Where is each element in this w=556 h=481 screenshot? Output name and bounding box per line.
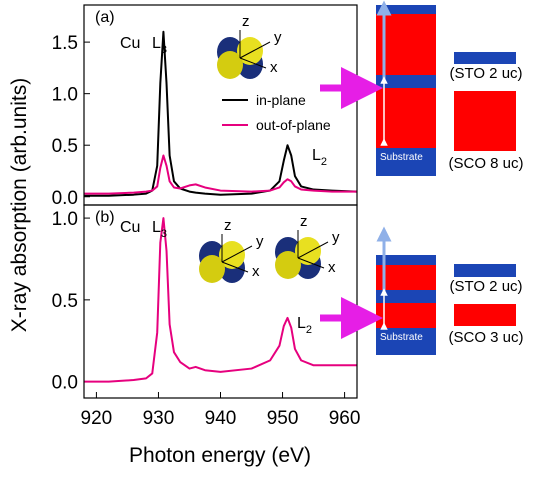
x-tick-label: 940 xyxy=(205,408,237,429)
annotation: Cu xyxy=(120,219,140,236)
orbital-axis-label: z xyxy=(300,213,308,230)
annotation: L2 xyxy=(297,315,312,336)
x-axis-label: Photon energy (eV) xyxy=(129,444,311,467)
annotation-subscript: 3 xyxy=(161,228,167,240)
orbital-axis-label: z xyxy=(224,217,232,234)
y-tick-label: 0.0 xyxy=(52,188,78,209)
substrate-label: Substrate xyxy=(380,332,423,343)
annotation-text: Cu xyxy=(120,35,140,52)
layer-label: (SCO 8 uc) xyxy=(448,155,523,172)
annotation: L2 xyxy=(312,147,327,168)
annotation-subscript: 2 xyxy=(306,324,312,336)
annotation-subscript: 3 xyxy=(161,44,167,56)
orbital-axis-label: x xyxy=(328,259,336,276)
annotation-text: L xyxy=(297,315,306,332)
legend-block xyxy=(454,91,516,151)
y-tick-label: 0.5 xyxy=(52,136,78,157)
annotation-text: L xyxy=(152,35,161,52)
x-tick-label: 930 xyxy=(143,408,175,429)
orbital-axis-label: x xyxy=(270,59,278,76)
annotation-text: L xyxy=(312,147,321,164)
layer xyxy=(376,88,436,148)
layer-label: (STO 2 uc) xyxy=(449,65,522,82)
y-tick-label: 1.0 xyxy=(52,85,78,106)
x-tick-label: 950 xyxy=(267,408,299,429)
orbital-axis-label: x xyxy=(252,263,260,280)
legend-block xyxy=(454,264,516,277)
orbital-axis-label: y xyxy=(332,229,340,246)
orbital-lobe xyxy=(199,255,225,283)
annotation: Cu xyxy=(120,35,140,52)
panel-label: (a) xyxy=(95,9,115,26)
annotation-subscript: 2 xyxy=(321,156,327,168)
orbital-axis-label: y xyxy=(274,29,282,46)
y-tick-label: 1.5 xyxy=(52,33,78,54)
annotation-text: Cu xyxy=(120,219,140,236)
y-tick-label: 1.0 xyxy=(52,209,78,230)
substrate-label: Substrate xyxy=(380,152,423,163)
orbital-lobe xyxy=(217,51,243,79)
y-tick-label: 0.5 xyxy=(52,291,78,312)
annotation-text: L xyxy=(152,219,161,236)
x-tick-label: 920 xyxy=(81,408,113,429)
y-axis-label: X-ray absorption (arb.units) xyxy=(8,78,31,332)
legend-block xyxy=(454,52,516,64)
panel-label: (b) xyxy=(95,209,115,226)
x-tick-label: 960 xyxy=(329,408,361,429)
orbital-axis-label: y xyxy=(256,233,264,250)
legend-label: out-of-plane xyxy=(256,117,331,133)
legend-block xyxy=(454,304,516,326)
orbital-axis-label: z xyxy=(242,13,250,30)
layer-label: (STO 2 uc) xyxy=(449,278,522,295)
legend-label: in-plane xyxy=(256,92,306,108)
layer-label: (SCO 3 uc) xyxy=(448,329,523,346)
orbital-lobe xyxy=(275,251,301,279)
layer xyxy=(376,303,436,328)
y-tick-label: 0.0 xyxy=(52,373,78,394)
figure: X-ray absorption (arb.units) Photon ener… xyxy=(0,0,556,476)
